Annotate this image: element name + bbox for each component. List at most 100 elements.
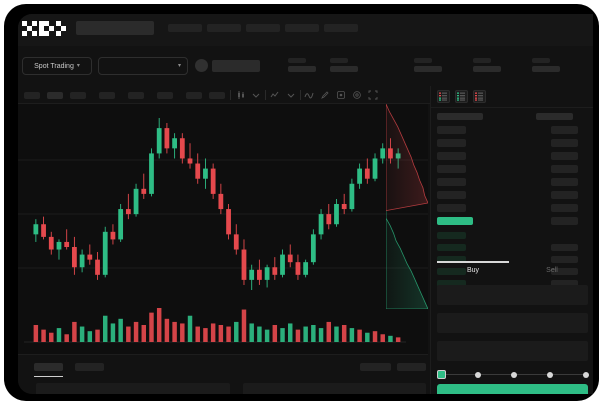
fullscreen-icon[interactable] [368, 90, 378, 100]
bottom-right-tab-2[interactable] [397, 363, 426, 371]
orderbook-bid-row-qty[interactable] [551, 256, 578, 263]
orderbook-bid-row[interactable] [437, 244, 466, 251]
amount-field[interactable] [437, 313, 588, 333]
timeframe-dropdown-icon[interactable] [251, 90, 261, 100]
magnet-icon[interactable] [336, 90, 346, 100]
okx-logo[interactable] [22, 21, 66, 36]
interval-chip-3[interactable] [70, 92, 86, 99]
interval-chip-4[interactable] [99, 92, 115, 99]
indicator-dropdown-icon[interactable] [286, 90, 296, 100]
nav-item-1[interactable] [168, 24, 202, 32]
amount-slider-handle[interactable] [437, 370, 446, 379]
interval-chip-1[interactable] [24, 92, 40, 99]
interval-chip-2[interactable] [47, 92, 63, 99]
orderbook-ask-row-qty[interactable] [551, 139, 578, 147]
price-chart-pane[interactable] [18, 104, 428, 354]
orderbook-bid-row[interactable] [437, 268, 466, 275]
ticker-stat-1 [288, 58, 316, 72]
tab-buy[interactable]: Buy [466, 267, 480, 274]
buy-tab-active-underline [437, 261, 509, 263]
nav-item-2[interactable] [207, 24, 241, 32]
orderbook-mode-bids-icon[interactable] [455, 90, 468, 103]
slider-node-100[interactable] [583, 371, 589, 378]
orderbook-current-price[interactable] [437, 217, 473, 225]
pencil-icon[interactable] [320, 90, 330, 100]
search-input[interactable] [76, 21, 154, 35]
orderbook-bid-row[interactable] [437, 232, 466, 239]
orderbook-ask-row[interactable] [437, 165, 466, 173]
orderbook-ask-row-qty[interactable] [551, 165, 578, 173]
interval-chip-6[interactable] [157, 92, 173, 99]
bottom-right-tab-1[interactable] [360, 363, 391, 371]
orderbook-ask-row[interactable] [437, 204, 466, 212]
interval-chip-7[interactable] [186, 92, 202, 99]
ticker-stat-5-value [532, 66, 560, 72]
orderbook-current-price-qty[interactable] [551, 217, 578, 225]
interval-chip-5[interactable] [128, 92, 144, 99]
price-field[interactable] [437, 285, 588, 305]
ticker-stat-4-value [473, 66, 501, 72]
orderbook-header-right [536, 113, 573, 120]
coin-avatar [195, 59, 208, 72]
orderbook-ask-row-qty[interactable] [551, 191, 578, 199]
slider-node-25[interactable] [475, 371, 481, 378]
candlestick-chart[interactable] [18, 104, 428, 304]
nav-item-5[interactable] [324, 24, 358, 32]
pair-select-dropdown[interactable]: ▾ [98, 57, 188, 75]
orders-block-right[interactable] [243, 383, 426, 394]
ticker-stat-4 [473, 58, 501, 72]
orderbook-ask-row[interactable] [437, 191, 466, 199]
ticker-stat-1-value [288, 66, 316, 72]
orderbook-bid-row[interactable] [437, 280, 466, 287]
orderbook-bid-row-qty[interactable] [551, 268, 578, 275]
orderbook-mode-asks-icon[interactable] [473, 90, 486, 103]
ticker-bar: Spot Trading ▾ ▾ [18, 46, 593, 86]
ticker-stat-5 [532, 58, 560, 72]
candles-icon[interactable] [236, 90, 246, 100]
device-frame: Spot Trading ▾ ▾ [4, 4, 599, 401]
slider-node-50[interactable] [511, 371, 517, 378]
orders-block-left[interactable] [36, 383, 230, 394]
slider-node-75[interactable] [547, 371, 553, 378]
ticker-stat-2-value [330, 66, 358, 72]
total-field[interactable] [437, 341, 588, 361]
orderbook-ask-row-qty[interactable] [551, 152, 578, 160]
buy-submit-button[interactable] [437, 384, 588, 394]
orderbook-divider [431, 107, 593, 108]
orderbook-mode-both-icon[interactable] [437, 90, 450, 103]
orderbook-ask-row[interactable] [437, 178, 466, 186]
indicator-icon[interactable] [270, 90, 280, 100]
line-tool-icon[interactable] [304, 90, 314, 100]
orderbook-ask-row-qty[interactable] [551, 204, 578, 212]
orderbook-ask-row[interactable] [437, 152, 466, 160]
orderbook-ask-row-qty[interactable] [551, 178, 578, 186]
bottom-tab-1[interactable] [34, 363, 63, 371]
nav-item-4[interactable] [285, 24, 319, 32]
toolbar-divider [300, 90, 301, 100]
settings-icon[interactable] [352, 90, 362, 100]
spot-trading-label: Spot Trading [34, 62, 74, 70]
nav-item-3[interactable] [246, 24, 280, 32]
ticker-stat-5-label [532, 58, 550, 63]
chevron-down-icon: ▾ [76, 63, 80, 69]
ticker-stat-2 [330, 58, 358, 72]
interval-chip-8[interactable] [209, 92, 225, 99]
orderbook-bid-row-qty[interactable] [551, 280, 578, 287]
bottom-tab-2[interactable] [75, 363, 104, 371]
top-navigation-bar [18, 14, 593, 46]
spot-trading-dropdown[interactable]: Spot Trading ▾ [22, 57, 92, 75]
orderbook-bid-row-qty[interactable] [551, 244, 578, 251]
orderbook-header-left [437, 113, 483, 120]
ticker-stat-3-value [414, 66, 442, 72]
pair-name[interactable] [212, 60, 260, 72]
orderbook-ask-row[interactable] [437, 139, 466, 147]
app-screen: Spot Trading ▾ ▾ [18, 14, 593, 394]
ticker-stat-2-label [330, 58, 348, 63]
ticker-stat-1-label [288, 58, 306, 63]
depth-chart-overlay [386, 104, 428, 309]
orderbook-ask-row-qty[interactable] [551, 126, 578, 134]
toolbar-divider [230, 90, 231, 100]
orderbook-ask-row[interactable] [437, 126, 466, 134]
orderbook-bid-row[interactable] [437, 256, 466, 263]
tab-sell[interactable]: Sell [546, 267, 558, 274]
